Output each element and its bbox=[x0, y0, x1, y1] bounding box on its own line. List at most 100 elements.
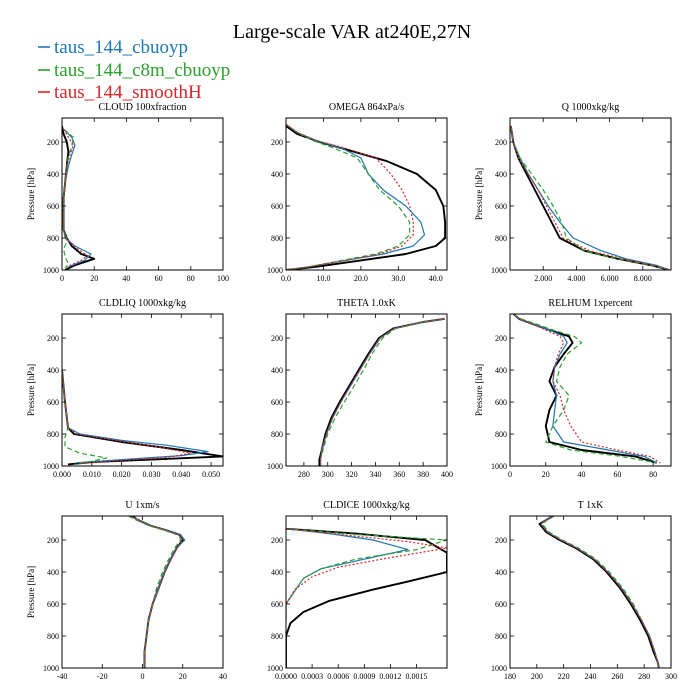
x-tick-label: 0.040 bbox=[172, 470, 190, 479]
series-line-taus_144_cbuoyp bbox=[510, 125, 670, 270]
x-tick-label: 0 bbox=[60, 274, 64, 283]
y-tick-label: 200 bbox=[47, 138, 59, 147]
series-line-taus_144_smoothH bbox=[130, 516, 184, 668]
y-tick-label: 600 bbox=[495, 398, 507, 407]
x-tick-label: 0.020 bbox=[113, 470, 131, 479]
x-tick-label: 20 bbox=[90, 274, 98, 283]
y-tick-label: 400 bbox=[47, 170, 59, 179]
series-line-taus_144_cbuoyp bbox=[320, 318, 445, 466]
panel-title: THETA 1.0xK bbox=[337, 298, 396, 309]
series-group bbox=[286, 527, 447, 668]
series-line-taus_144_smoothH bbox=[62, 369, 191, 465]
y-tick-label: 800 bbox=[47, 430, 59, 439]
y-tick-label: 400 bbox=[495, 366, 507, 375]
x-tick-label: 80 bbox=[649, 470, 657, 479]
legend-label: taus_144_cbuoyp bbox=[54, 37, 188, 58]
legend-label: taus_144_c8m_cbuoyp bbox=[54, 60, 230, 81]
x-tick-label: 300 bbox=[322, 470, 334, 479]
y-tick-label: 400 bbox=[271, 170, 283, 179]
y-axis-label: Pressure [hPa] bbox=[26, 364, 36, 416]
x-tick-label: 0.0012 bbox=[379, 672, 401, 681]
panel-title: CLOUD 100xfraction bbox=[98, 102, 186, 113]
y-tick-label: 400 bbox=[271, 568, 283, 577]
x-tick-label: 100 bbox=[217, 274, 229, 283]
x-tick-label: 60 bbox=[613, 470, 621, 479]
series-group bbox=[512, 314, 661, 464]
legend-item-taus_144_c8m_cbuoyp: taus_144_c8m_cbuoyp bbox=[38, 60, 230, 81]
y-tick-label: 400 bbox=[47, 568, 59, 577]
panel-5: THETA 1.0xK 280 300 320 340 360 380 400 200 400 60… bbox=[267, 298, 453, 479]
x-tick-label: 300 bbox=[665, 672, 677, 681]
panel-title: CLDICE 1000xkg/kg bbox=[323, 500, 409, 511]
y-tick-label: 400 bbox=[495, 170, 507, 179]
x-tick-label: 0.0006 bbox=[327, 672, 349, 681]
x-tick-label: 60 bbox=[155, 274, 163, 283]
series-group bbox=[538, 516, 660, 668]
series-group bbox=[510, 125, 670, 270]
panel-4: CLDLIQ 1000xkg/kg Pressure [hPa] 0.000 0.01… bbox=[26, 298, 224, 479]
y-axis-label: Pressure [hPa] bbox=[26, 566, 36, 618]
x-tick-label: 200 bbox=[531, 672, 543, 681]
series-line-taus_144_cbuoyp bbox=[62, 369, 209, 464]
y-tick-label: 1000 bbox=[43, 664, 59, 673]
series-line-taus_144_cbuoyp bbox=[286, 123, 426, 270]
plot-frame bbox=[61, 515, 224, 669]
plot-frame bbox=[509, 313, 672, 467]
y-tick-label: 600 bbox=[47, 398, 59, 407]
series-line-taus_144_smoothH bbox=[286, 123, 414, 270]
y-tick-label: 600 bbox=[271, 398, 283, 407]
y-tick-label: 200 bbox=[271, 138, 283, 147]
y-tick-label: 600 bbox=[47, 600, 59, 609]
series-line-control bbox=[510, 125, 670, 270]
figure-title: Large-scale VAR at240E,27N bbox=[233, 21, 471, 43]
x-tick-label: 320 bbox=[346, 470, 358, 479]
x-tick-label: 240 bbox=[585, 672, 597, 681]
y-tick-label: 600 bbox=[271, 600, 283, 609]
x-tick-label: 8.000 bbox=[634, 274, 652, 283]
y-axis-label: Pressure [hPa] bbox=[474, 364, 484, 416]
x-tick-label: 0.0015 bbox=[406, 672, 428, 681]
y-axis-label: Pressure [hPa] bbox=[26, 168, 36, 220]
series-line-control bbox=[286, 125, 447, 270]
series-line-control bbox=[318, 317, 445, 466]
y-tick-label: 200 bbox=[271, 334, 283, 343]
x-tick-label: 220 bbox=[558, 672, 570, 681]
x-tick-label: 40 bbox=[578, 470, 586, 479]
x-tick-label: 280 bbox=[298, 470, 310, 479]
x-tick-label: -20 bbox=[97, 672, 108, 681]
panel-7: U 1xm/s Pressure [hPa] -40 -20 0 20 40 200 400 60… bbox=[26, 500, 227, 681]
plot-frame bbox=[509, 515, 672, 669]
y-tick-label: 600 bbox=[47, 202, 59, 211]
series-line-taus_144_c8m_cbuoyp bbox=[128, 516, 182, 668]
series-line-taus_144_smoothH bbox=[513, 314, 661, 464]
y-tick-label: 1000 bbox=[491, 462, 507, 471]
y-axis-label: Pressure [hPa] bbox=[474, 168, 484, 220]
series-line-taus_144_c8m_cbuoyp bbox=[286, 123, 411, 270]
legend-item-taus_144_cbuoyp: taus_144_cbuoyp bbox=[38, 37, 188, 58]
panel-title: Q 1000xkg/kg bbox=[562, 102, 620, 113]
panel-8: CLDICE 1000xkg/kg 0.0000 0.0003 0.0006 0.000… bbox=[267, 500, 448, 681]
y-tick-label: 800 bbox=[271, 234, 283, 243]
y-tick-label: 200 bbox=[495, 334, 507, 343]
legend-label: taus_144_smoothH bbox=[54, 82, 202, 103]
x-tick-label: 80 bbox=[187, 274, 195, 283]
plot-frame bbox=[285, 313, 448, 467]
plot-frame bbox=[61, 117, 224, 271]
y-tick-label: 200 bbox=[271, 536, 283, 545]
plot-frame bbox=[509, 117, 672, 271]
x-tick-label: 2.000 bbox=[534, 274, 552, 283]
panels: CLOUD 100xfraction Pressure [hPa] 0 20 40 60 8… bbox=[26, 102, 677, 681]
y-tick-label: 1000 bbox=[267, 664, 283, 673]
x-tick-label: 20.0 bbox=[354, 274, 368, 283]
x-tick-label: 280 bbox=[638, 672, 650, 681]
x-tick-label: 30.0 bbox=[391, 274, 405, 283]
x-tick-label: 360 bbox=[393, 470, 405, 479]
x-tick-label: 20 bbox=[179, 672, 187, 681]
plot-frame bbox=[285, 515, 448, 669]
x-tick-label: 40.0 bbox=[429, 274, 443, 283]
panel-6: RELHUM 1xpercent Pressure [hPa] 0 20 40 60 80 2… bbox=[474, 298, 672, 479]
y-tick-label: 1000 bbox=[43, 266, 59, 275]
x-tick-label: 0.000 bbox=[53, 470, 71, 479]
y-tick-label: 600 bbox=[271, 202, 283, 211]
